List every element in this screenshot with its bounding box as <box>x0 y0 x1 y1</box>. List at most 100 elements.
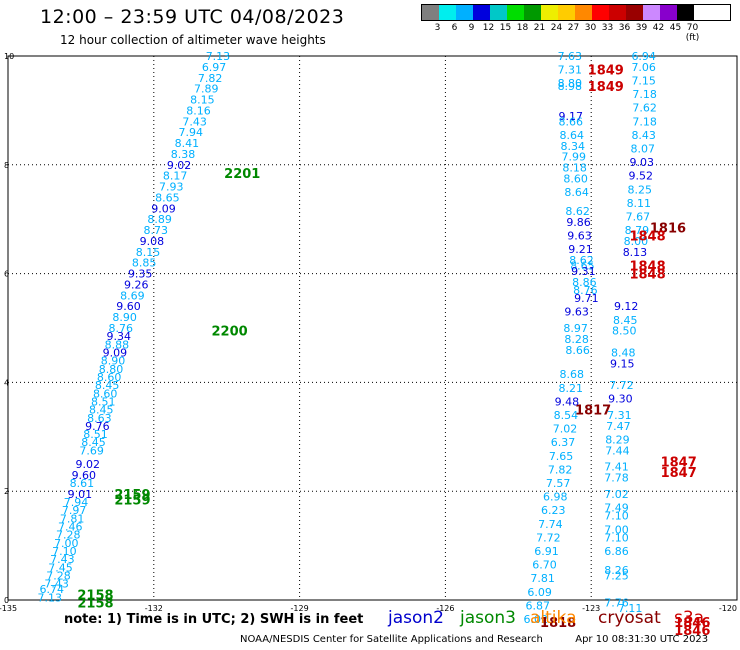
color-swatch <box>609 5 626 20</box>
pass-time-label: 1846 <box>674 624 710 639</box>
wave-height-value: 9.60 <box>116 300 141 313</box>
wave-height-value: 9.02 <box>75 458 100 471</box>
color-scale-label: 6 <box>451 23 458 33</box>
pass-time-label: 2159 <box>114 493 150 508</box>
footer-credit: NOAA/NESDIS Center for Satellite Applica… <box>240 634 543 645</box>
wave-height-value: 8.86 <box>572 276 597 289</box>
wave-height-value: 9.48 <box>555 395 580 408</box>
wave-height-value: 8.62 <box>569 254 594 267</box>
wave-height-value: 7.74 <box>538 518 563 531</box>
wave-height-value: 7.93 <box>159 181 184 194</box>
wave-height-value: 7.10 <box>52 545 77 558</box>
wave-height-value: 7.72 <box>536 531 561 544</box>
wave-height-value: 7.81 <box>530 572 555 585</box>
wave-height-value: 7.78 <box>604 472 629 485</box>
wave-height-value: 7.41 <box>604 461 629 474</box>
wave-height-value: 8.69 <box>120 289 145 302</box>
wave-height-value: 9.76 <box>85 420 110 433</box>
wave-height-value: 9.63 <box>564 306 589 319</box>
wave-height-value: 7.00 <box>604 523 629 536</box>
wave-height-value: 8.18 <box>562 162 587 175</box>
color-scale-label: 39 <box>635 23 648 33</box>
color-scale-label: 70 (ft) <box>685 23 700 43</box>
color-swatch <box>643 5 660 20</box>
color-scale-label: 3 <box>434 23 441 33</box>
wave-height-value: 7.43 <box>50 553 75 566</box>
wave-height-value: 6.97 <box>202 61 227 74</box>
wave-height-value: 9.17 <box>559 110 584 123</box>
wave-height-value: 8.80 <box>99 363 124 376</box>
wave-height-value: 8.88 <box>105 338 130 351</box>
wave-height-value: 8.68 <box>560 368 585 381</box>
satellite-label-s3a: s3a <box>674 608 705 628</box>
color-scale-label: 15 <box>499 23 512 33</box>
footer-timestamp: Apr 10 08:31:30 UTC 2023 <box>575 634 709 645</box>
pass-time-label: 1848 <box>629 230 665 245</box>
wave-height-value: 8.76 <box>573 284 598 297</box>
wave-height-value: 6.87 <box>525 599 550 612</box>
wave-height-value: 7.94 <box>178 126 203 139</box>
wave-height-value: 8.98 <box>558 80 583 93</box>
wave-height-value: 7.02 <box>553 423 578 436</box>
wave-height-value: 7.69 <box>79 444 104 457</box>
wave-height-value: 8.62 <box>565 205 590 218</box>
wave-height-value: 8.51 <box>91 395 116 408</box>
color-scale-label: 36 <box>618 23 631 33</box>
wave-height-value: 7.06 <box>631 61 656 74</box>
wave-height-value: 7.81 <box>60 512 85 525</box>
wave-height-value: 7.18 <box>632 88 657 101</box>
wave-height-value: 9.52 <box>629 170 654 183</box>
pass-time-label: 1847 <box>661 466 697 481</box>
wave-height-value: 7.25 <box>604 570 629 583</box>
wave-height-value: 9.35 <box>128 268 153 281</box>
color-scale-label: 24 <box>550 23 563 33</box>
wave-height-value: 7.82 <box>548 463 573 476</box>
wave-height-value: 8.41 <box>175 137 200 150</box>
wave-height-value: 7.45 <box>48 561 73 574</box>
satellite-label-jason2: jason2 <box>388 608 444 628</box>
color-swatch <box>524 5 541 20</box>
pass-time-label: 2201 <box>224 167 260 182</box>
wave-height-value: 9.60 <box>72 469 97 482</box>
wave-height-value: 7.62 <box>632 102 657 115</box>
color-scale-label: 30 <box>584 23 597 33</box>
wave-height-value: 8.85 <box>132 257 157 270</box>
color-scale-legend: 3 6 9 12 15 18 21 24 27 30 33 36 39 42 45 70 (ft) <box>421 4 731 43</box>
y-tick-label: 4 <box>4 378 9 387</box>
wave-height-value: 8.50 <box>612 325 637 338</box>
wave-height-value: 8.13 <box>623 246 648 259</box>
y-tick-label: 6 <box>4 270 9 279</box>
wave-height-value: 8.89 <box>147 213 172 226</box>
color-scale-label: 45 <box>669 23 682 33</box>
satellite-label-cryosat: cryosat <box>598 608 661 628</box>
color-scale-label: 42 <box>652 23 665 33</box>
color-scale-label: 9 <box>468 23 475 33</box>
wave-height-value: 9.26 <box>124 278 149 291</box>
wave-height-value: 8.65 <box>155 191 180 204</box>
wave-height-value: 8.07 <box>630 142 655 155</box>
wave-height-value: 8.28 <box>564 333 589 346</box>
pass-time-label: 1849 <box>588 64 624 79</box>
wave-height-value: 9.30 <box>608 393 633 406</box>
wave-height-value: 7.10 <box>604 510 629 523</box>
wave-height-value: 7.11 <box>618 602 643 615</box>
wave-height-value: 7.63 <box>558 50 583 63</box>
wave-height-value: 9.02 <box>167 159 192 172</box>
satellite-label-altika: altika <box>530 608 577 628</box>
footer: NOAA/NESDIS Center for Satellite Applica… <box>240 634 708 645</box>
wave-height-value: 7.94 <box>64 496 89 509</box>
wave-height-value: 6.86 <box>604 545 629 558</box>
wave-height-value: 8.66 <box>559 115 584 128</box>
x-tick-label: -135 <box>0 604 17 613</box>
wave-height-value: 6.94 <box>631 50 656 63</box>
pass-time-label: 1848 <box>629 268 665 283</box>
wave-height-value: 7.02 <box>604 488 629 501</box>
pass-time-label: 1817 <box>575 404 611 419</box>
wave-height-value: 8.45 <box>81 436 106 449</box>
color-swatch <box>541 5 558 20</box>
x-tick-label: -132 <box>145 604 163 613</box>
pass-time-label: 1848 <box>629 259 665 274</box>
wave-height-value: 6.70 <box>532 559 557 572</box>
color-scale-label: 27 <box>567 23 580 33</box>
wave-height-value: 8.97 <box>563 322 588 335</box>
